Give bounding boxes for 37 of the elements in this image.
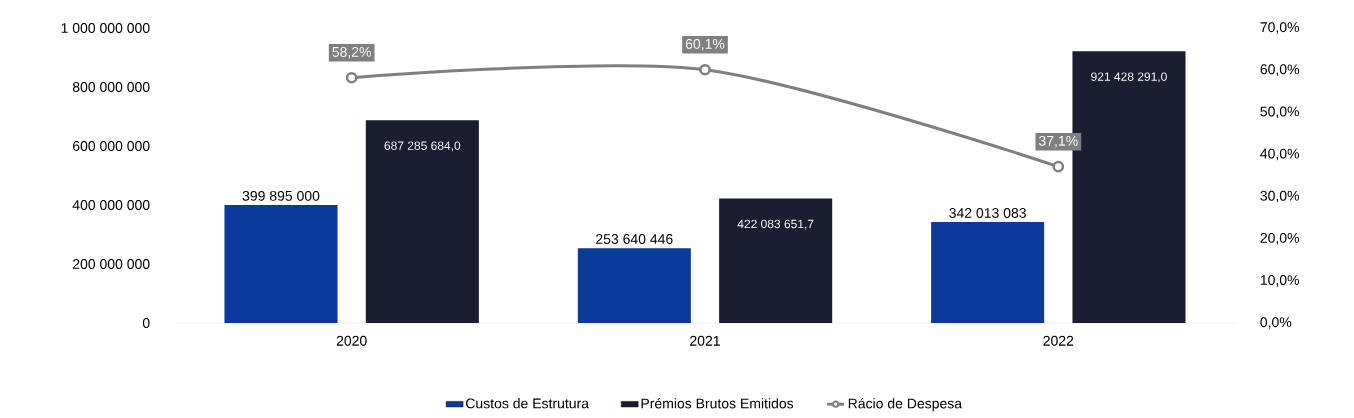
bar bbox=[577, 248, 691, 323]
data-label: 399 895 000 bbox=[242, 190, 320, 201]
data-label: 687 285 684,0 bbox=[384, 141, 461, 152]
y2-tick-label: 50,0% bbox=[1260, 106, 1300, 119]
bar bbox=[719, 198, 833, 323]
y2-tick-label: 30,0% bbox=[1260, 190, 1300, 203]
y2-tick-label: 60,0% bbox=[1260, 64, 1300, 76]
point bbox=[345, 71, 358, 84]
bar bbox=[365, 120, 479, 323]
legend-label: Rácio de Despesa bbox=[848, 397, 963, 412]
data-label: 253 640 446 bbox=[596, 234, 673, 244]
data-label: 37,1% bbox=[1039, 135, 1078, 148]
y-tick-label: 200 000 000 bbox=[72, 259, 150, 269]
x-tick-label: 2020 bbox=[336, 335, 367, 346]
bar bbox=[931, 222, 1045, 323]
y-tick-label: 600 000 000 bbox=[73, 141, 150, 151]
data-label: 422 083 651,7 bbox=[737, 219, 814, 230]
y-tick-label: 400 000 000 bbox=[72, 200, 150, 210]
y-tick-label: 800 000 000 bbox=[72, 82, 150, 92]
point bbox=[1052, 160, 1065, 173]
legend-label: Custos de Estrutura bbox=[466, 398, 589, 409]
y-tick-label: 1 000 000 000 bbox=[61, 23, 150, 33]
x-tick-label: 2022 bbox=[1043, 335, 1074, 346]
data-label: 58,2% bbox=[332, 46, 372, 59]
data-label: 921 428 291,0 bbox=[1091, 72, 1167, 83]
y2-tick-label: 70,0% bbox=[1260, 22, 1300, 34]
y-tick-label: 0 bbox=[142, 318, 150, 328]
y2-tick-label: 20,0% bbox=[1260, 232, 1300, 245]
y2-tick-label: 10,0% bbox=[1260, 275, 1300, 287]
point bbox=[699, 63, 711, 76]
y2-tick-label: 40,0% bbox=[1260, 148, 1300, 161]
bar bbox=[224, 205, 338, 323]
x-tick-label: 2021 bbox=[690, 335, 720, 346]
y2-tick-label: 0,0% bbox=[1260, 317, 1292, 329]
data-label: 342 013 083 bbox=[949, 207, 1026, 218]
legend-label: Prémios Brutos Emitidos bbox=[641, 397, 794, 409]
data-label: 60,1% bbox=[685, 38, 725, 51]
